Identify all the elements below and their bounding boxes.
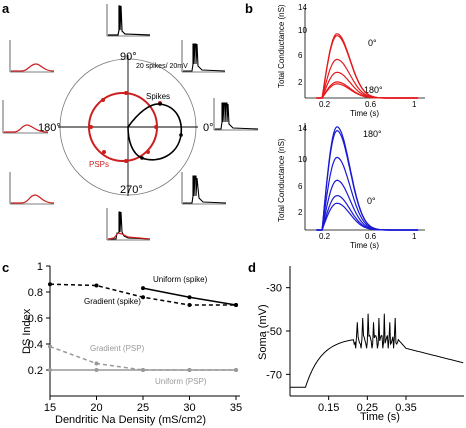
conductance-plot-blue: Total Conductance (nS) 14 10 6 2 0.2 0.6…: [277, 123, 425, 250]
panel-d-label: d: [248, 260, 256, 275]
c-series-point-0: [187, 295, 192, 300]
psp-tuning-points: [89, 91, 162, 163]
c-series-point-3: [141, 368, 145, 372]
c-xtick-label: 15: [44, 402, 56, 414]
c-xtick-label: 35: [230, 402, 242, 414]
c-series-point-1: [234, 303, 238, 307]
b-bot-curves-curve-5: [316, 202, 419, 231]
d-xtick-label: 0.25: [357, 402, 378, 414]
soma-voltage-trace: [290, 313, 464, 388]
c-xtick-label: 25: [137, 402, 149, 414]
c-series-point-2: [94, 361, 99, 366]
inset-trace-90: [106, 4, 151, 37]
c-series-point-1: [94, 283, 99, 288]
c-series-point-1: [187, 303, 192, 307]
panel-b-label: b: [245, 1, 253, 16]
b-top-annot-180: 180°: [364, 85, 383, 95]
d-ytick-label: -50: [266, 326, 282, 338]
inset-trace-45: [181, 40, 226, 73]
b-top-ytick-6: 6: [298, 51, 303, 60]
spike-tuning-points: [140, 102, 183, 160]
b-bot-ytick-6: 6: [298, 182, 303, 191]
b-bot-ytick-10: 10: [298, 155, 307, 164]
b-bot-curves-curve-0: [316, 126, 419, 231]
c-series: [48, 282, 238, 372]
c-series-point-3: [94, 368, 99, 372]
angle-180-label: 180°: [38, 122, 61, 134]
c-xtick-label: 20: [90, 402, 102, 414]
c-ytick-label: 0.4: [28, 339, 43, 351]
c-ytick-label: 0.2: [28, 365, 43, 377]
panel-a-label: a: [2, 1, 10, 16]
c-label-uniform-spike: Uniform (spike): [153, 275, 208, 284]
ds-index-plot: DS Index Dendritic Na Density (mS/cm2) 1…: [21, 261, 242, 426]
d-ytick-label: -70: [266, 369, 282, 381]
b-bot-curves-curve-2: [316, 156, 419, 231]
c-series-point-3: [234, 368, 238, 372]
b-bot-xtick-0.2: 0.2: [319, 232, 331, 241]
spikes-legend-label: Spikes: [146, 92, 170, 101]
b-bot-xtick-1: 1: [412, 232, 417, 241]
c-label-gradient-psp: Gradient (PSP): [90, 344, 145, 353]
b-bot-ytick-2: 2: [298, 208, 303, 217]
d-xlabel: Time (s): [360, 411, 400, 423]
b-bot-annot-180: 180°: [363, 129, 382, 139]
conductance-plot-red: Total Conductance (nS) 14 10 6 2 0.2 0.6…: [277, 3, 425, 118]
b-top-ytick-14: 14: [298, 3, 307, 12]
polar-scale-label: 20 spikes/ 20mV: [136, 63, 188, 70]
b-bot-ytick-14: 14: [298, 124, 307, 133]
polar-plot: 90° 180° 0° 270° 20 spikes/ 20mV Spikes …: [38, 51, 214, 196]
c-ylabel: DS Index: [21, 308, 33, 354]
c-ytick-label: 1: [37, 261, 43, 273]
c-label-gradient-spike: Gradient (spike): [84, 297, 141, 306]
b-top-annot-0: 0°: [368, 38, 377, 48]
c-ytick-label: 0.8: [28, 287, 43, 299]
b-top-xtick-0.6: 0.6: [365, 100, 377, 109]
d-ylabel: Soma (mV): [257, 304, 269, 360]
inset-trace-0: [213, 98, 259, 131]
panel-c-label: c: [2, 260, 9, 275]
psps-legend-label: PSPs: [89, 160, 109, 169]
b-bot-curves: [316, 126, 419, 231]
b-top-xtick-0.2: 0.2: [319, 100, 331, 109]
b-top-ytick-10: 10: [298, 26, 307, 35]
b-top-ylabel: Total Conductance (nS): [277, 4, 286, 88]
d-ticks: 0.15 0.25 0.35 -30 -50 -70: [266, 283, 417, 414]
c-series-point-1: [141, 295, 145, 300]
c-series-point-0: [141, 286, 145, 291]
b-bot-curves-curve-1: [316, 129, 419, 231]
c-series-point-3: [48, 368, 52, 372]
c-series-point-3: [187, 368, 192, 372]
c-series-point-2: [48, 344, 52, 349]
angle-270-label: 270°: [120, 184, 143, 196]
c-series-point-1: [48, 282, 52, 287]
b-top-curves-curve-5: [316, 83, 419, 99]
b-top-xlabel: Time (s): [350, 109, 379, 118]
c-ytick-label: 0.6: [28, 313, 43, 325]
b-bot-xtick-0.6: 0.6: [365, 232, 377, 241]
d-xtick-label: 0.35: [395, 402, 416, 414]
c-label-uniform-psp: Uniform (PSP): [155, 377, 207, 386]
b-bot-annot-0: 0°: [367, 196, 376, 206]
angle-90-label: 90°: [120, 51, 137, 63]
inset-trace-270: [106, 208, 151, 241]
b-top-xtick-1: 1: [412, 100, 417, 109]
inset-trace-180: [2, 100, 49, 134]
c-ticks: 15 20 25 30 35 0.2 0.4 0.6 0.8 1: [28, 261, 242, 414]
soma-voltage-plot: Soma (mV) Time (s) 0.15 0.25 0.35 -30 -50 -70: [257, 266, 464, 423]
c-xlabel: Dendritic Na Density (mS/cm2): [55, 414, 206, 426]
b-top-curves: [316, 33, 419, 99]
inset-trace-225: [9, 172, 55, 205]
b-top-ytick-2: 2: [298, 78, 303, 87]
inset-trace-135: [9, 40, 55, 73]
b-bot-xlabel: Time (s): [350, 241, 379, 250]
b-bot-ylabel: Total Conductance (nS): [277, 138, 286, 222]
c-xtick-label: 30: [183, 402, 195, 414]
angle-0-label: 0°: [203, 122, 214, 134]
inset-trace-315: [181, 172, 227, 205]
d-xtick-label: 0.15: [318, 402, 339, 414]
d-ytick-label: -30: [266, 283, 282, 295]
